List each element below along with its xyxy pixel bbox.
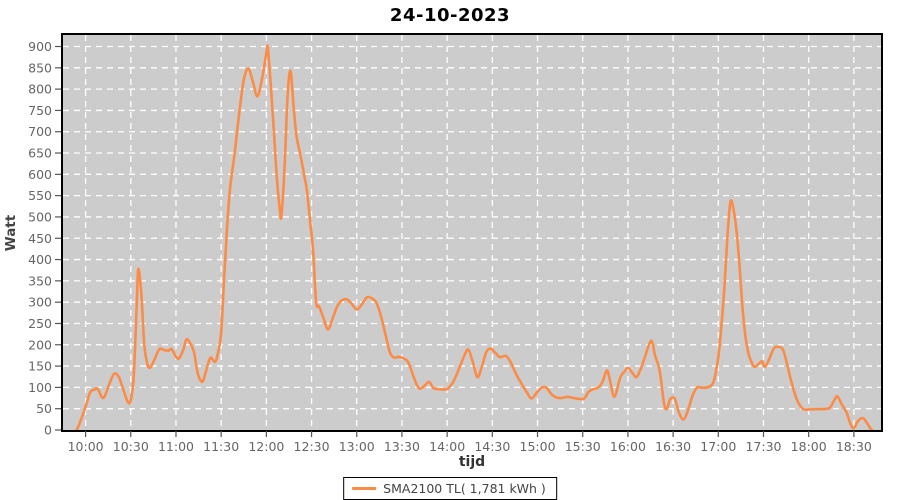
y-tick-label: 100: [28, 380, 52, 395]
y-tick-label: 900: [28, 39, 52, 54]
y-axis-title: Watt: [3, 214, 19, 252]
y-tick-label: 500: [28, 209, 52, 224]
x-tick-label: 17:00: [700, 439, 736, 454]
y-tick-label: 200: [28, 337, 52, 352]
x-tick-label: 15:30: [565, 439, 601, 454]
y-tick-label: 50: [36, 401, 52, 416]
legend-line-swatch: [352, 487, 377, 490]
plot-background: [63, 35, 881, 430]
x-tick-label: 14:00: [429, 439, 465, 454]
y-tick-label: 700: [28, 124, 52, 139]
series-line: [75, 44, 874, 432]
legend-label: SMA2100 TL( 1,781 kWh ): [383, 481, 546, 496]
x-tick-label: 17:30: [745, 439, 781, 454]
y-tick-label: 750: [28, 103, 52, 118]
plot-border: [61, 33, 883, 432]
x-tick-label: 10:30: [113, 439, 149, 454]
x-tick-label: 16:00: [610, 439, 646, 454]
x-tick-label: 18:30: [836, 439, 872, 454]
y-tick-label: 250: [28, 316, 52, 331]
x-axis-title: tijd: [458, 454, 486, 470]
x-tick-label: 15:00: [520, 439, 556, 454]
x-tick-label: 11:00: [158, 439, 194, 454]
y-tick-label: 150: [28, 359, 52, 374]
x-tick-label: 12:00: [248, 439, 284, 454]
x-tick-label: 14:30: [474, 439, 510, 454]
y-tick-label: 0: [44, 423, 52, 438]
x-tick-label: 16:30: [655, 439, 691, 454]
y-tick-label: 300: [28, 295, 52, 310]
x-tick-label: 13:00: [339, 439, 375, 454]
y-tick-label: 450: [28, 231, 52, 246]
x-tick-label: 11:30: [203, 439, 239, 454]
y-tick-label: 550: [28, 188, 52, 203]
x-tick-label: 10:00: [68, 439, 104, 454]
y-tick-label: 400: [28, 252, 52, 267]
y-tick-label: 650: [28, 146, 52, 161]
x-tick-label: 18:00: [791, 439, 827, 454]
y-tick-label: 600: [28, 167, 52, 182]
y-tick-label: 800: [28, 82, 52, 97]
y-tick-label: 350: [28, 273, 52, 288]
y-tick-label: 850: [28, 60, 52, 75]
legend-box: SMA2100 TL( 1,781 kWh ): [343, 477, 557, 500]
x-tick-label: 12:30: [294, 439, 330, 454]
chart-title: 24-10-2023: [389, 5, 511, 26]
x-tick-label: 13:30: [384, 439, 420, 454]
